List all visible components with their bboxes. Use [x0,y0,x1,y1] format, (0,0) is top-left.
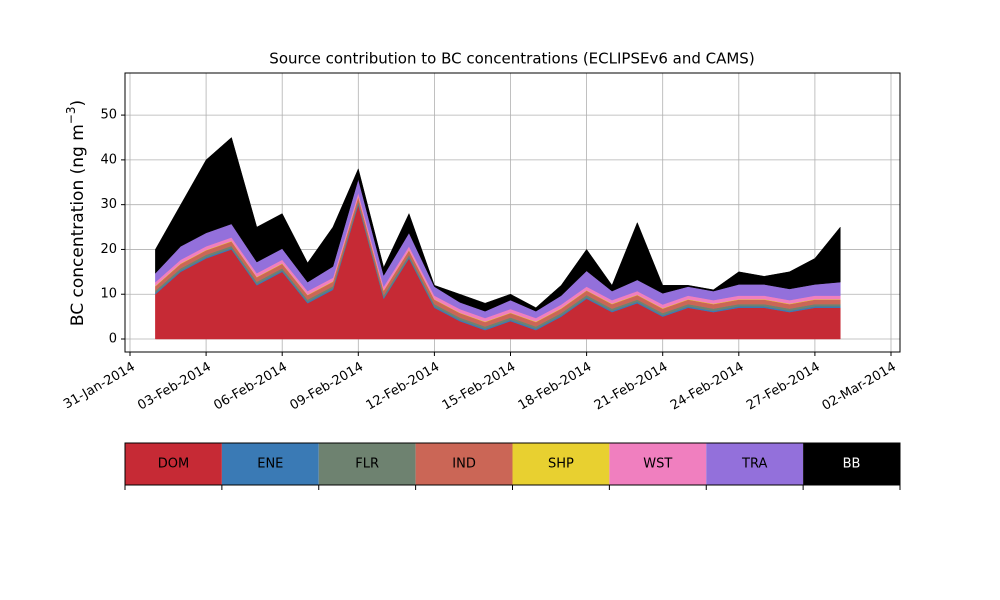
legend-swatch [512,443,610,485]
x-tick-label: 21-Feb-2014 [592,360,671,414]
y-label-sup: −3 [64,106,78,124]
x-tick-label: 18-Feb-2014 [516,360,595,414]
x-tick-label: 02-Mar-2014 [820,360,899,414]
legend-label: FLR [355,457,379,472]
legend-swatch [706,443,804,485]
y-label-end: ) [68,100,88,107]
y-tick-label: 10 [100,287,117,302]
legend-swatch [803,443,900,485]
legend-swatch [415,443,513,485]
chart-title: Source contribution to BC concentrations… [269,50,754,68]
legend-label: BB [843,457,861,472]
legend-label: IND [452,457,476,472]
x-tick-label: 31-Jan-2014 [61,360,138,413]
legend-label: TRA [741,457,767,472]
legend-frame [124,442,901,486]
y-axis-label: BC concentration (ng m−3) [64,100,89,326]
legend-label: SHP [548,457,574,472]
y-tick-label: 40 [100,152,117,167]
legend-swatch [125,443,222,485]
legend-swatch [221,443,319,485]
y-tick-label: 0 [109,332,117,347]
x-tick-label: 09-Feb-2014 [288,360,367,414]
legend-swatch [318,443,416,485]
plot-frame [124,72,901,353]
x-tick-label: 15-Feb-2014 [440,360,519,414]
legend-swatch [609,443,707,485]
legend-label: ENE [257,457,283,472]
x-tick-label: 06-Feb-2014 [211,360,290,414]
x-tick-label: 24-Feb-2014 [668,360,747,414]
area [155,137,841,312]
x-tick-label: 03-Feb-2014 [135,360,214,414]
legend-label: WST [643,457,672,472]
y-tick-label: 50 [100,108,117,123]
y-label-main: BC concentration (ng m [68,124,88,326]
y-tick-label: 30 [100,197,117,212]
x-tick-label: 12-Feb-2014 [364,360,443,414]
legend-label: DOM [158,457,189,472]
x-tick-label: 27-Feb-2014 [744,360,823,414]
y-tick-label: 20 [100,242,117,257]
